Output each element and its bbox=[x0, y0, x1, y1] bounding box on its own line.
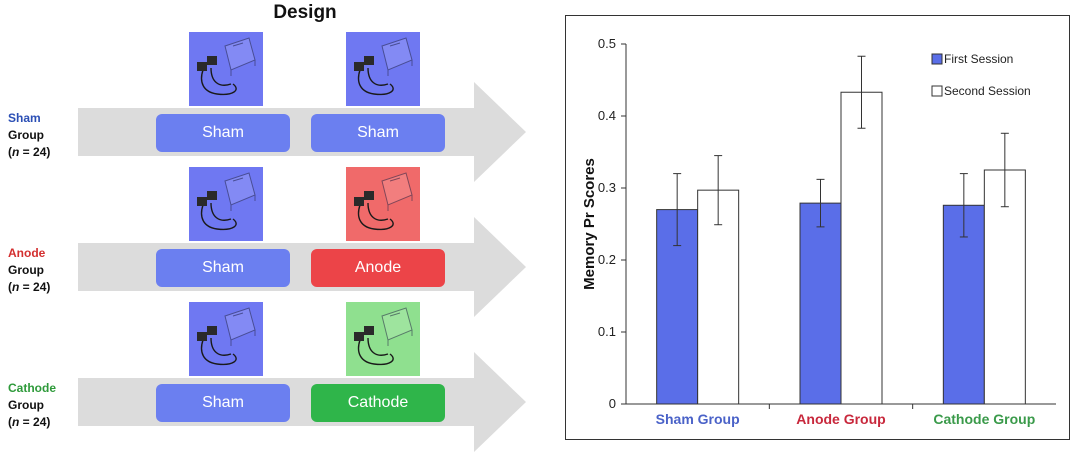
session2-condition-badge: Anode bbox=[311, 249, 445, 287]
timeline-arrow bbox=[78, 217, 526, 317]
y-tick-label: 0.4 bbox=[598, 108, 616, 123]
y-tick-label: 0.1 bbox=[598, 324, 616, 339]
bar-second-session bbox=[983, 169, 1026, 405]
y-tick-label: 0 bbox=[609, 396, 616, 411]
group-label: Anode Group (n = 24) bbox=[8, 245, 50, 296]
group-word: Group bbox=[8, 128, 44, 142]
group-name: Sham bbox=[8, 111, 41, 125]
group-sample-size: (n = 24) bbox=[8, 415, 51, 429]
stimulator-device-icon-session1 bbox=[189, 32, 263, 106]
group-word: Group bbox=[8, 398, 44, 412]
session1-condition-badge: Sham bbox=[156, 384, 290, 422]
x-category-label: Sham Group bbox=[656, 411, 740, 427]
group-sample-size: (n = 24) bbox=[8, 145, 51, 159]
legend-label: Second Session bbox=[944, 84, 1031, 98]
group-sample-size: (n = 24) bbox=[8, 280, 51, 294]
group-label: Cathode Group (n = 24) bbox=[8, 380, 56, 431]
x-category-label: Cathode Group bbox=[933, 411, 1035, 427]
y-axis-label: Memory Pr Scores bbox=[581, 158, 598, 290]
session2-condition-badge: Cathode bbox=[311, 384, 445, 422]
design-title: Design bbox=[273, 2, 337, 23]
stimulator-device-icon-session1 bbox=[189, 302, 263, 376]
design-row-cathode: Sham Cathode Cathode Group (n = 24) bbox=[0, 300, 540, 452]
bar-first-session bbox=[799, 202, 842, 405]
y-tick-label: 0.5 bbox=[598, 36, 616, 51]
group-word: Group bbox=[8, 263, 44, 277]
legend-label: First Session bbox=[944, 52, 1013, 66]
session1-condition-badge: Sham bbox=[156, 249, 290, 287]
y-tick-label: 0.3 bbox=[598, 180, 616, 195]
stimulator-device-icon-session2 bbox=[346, 32, 420, 106]
session2-condition-badge: Sham bbox=[311, 114, 445, 152]
group-name: Cathode bbox=[8, 381, 56, 395]
timeline-arrow bbox=[78, 352, 526, 452]
session1-condition-badge: Sham bbox=[156, 114, 290, 152]
memory-bar-chart: 0 0.1 0.2 0.3 0.4 0.5 Memory Pr Scores Sham Gro… bbox=[581, 36, 1056, 427]
design-row-sham: Sham Sham Sham Group (n = 24) bbox=[0, 30, 540, 182]
legend-swatch bbox=[931, 53, 943, 65]
stimulator-device-icon-session2 bbox=[346, 302, 420, 376]
design-row-anode: Sham Anode Anode Group (n = 24) bbox=[0, 165, 540, 317]
bar-second-session bbox=[840, 91, 883, 405]
group-name: Anode bbox=[8, 246, 46, 260]
stimulator-device-icon-session2 bbox=[346, 167, 420, 241]
group-label: Sham Group (n = 24) bbox=[8, 110, 50, 161]
stimulator-device-icon-session1 bbox=[189, 167, 263, 241]
timeline-arrow bbox=[78, 82, 526, 182]
legend-swatch bbox=[931, 85, 943, 97]
x-category-label: Anode Group bbox=[796, 411, 885, 427]
bar-second-session bbox=[697, 189, 740, 405]
y-tick-label: 0.2 bbox=[598, 252, 616, 267]
chart-frame: 0 0.1 0.2 0.3 0.4 0.5 Memory Pr Scores Sham Gro… bbox=[565, 15, 1070, 440]
